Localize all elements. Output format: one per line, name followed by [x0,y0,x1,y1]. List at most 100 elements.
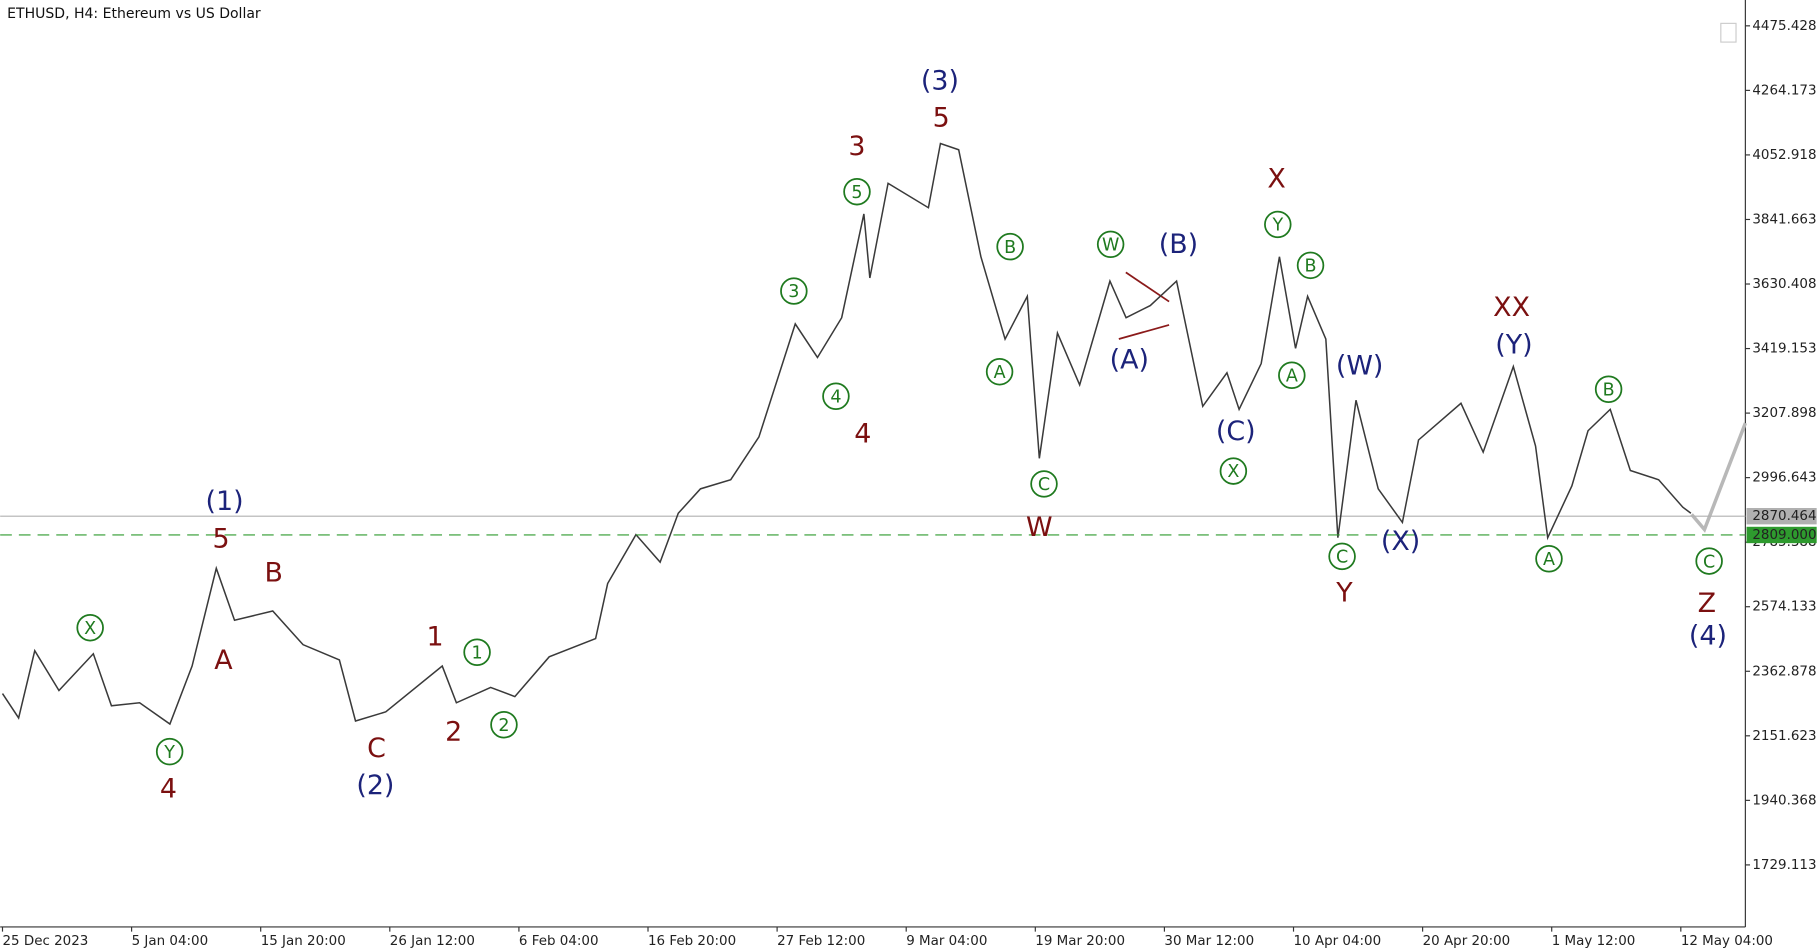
annotation: Y [1271,216,1283,236]
annotation-circle [985,357,1014,386]
annotation: B [1305,257,1317,277]
annotation-circle [780,277,808,305]
annotation-circle [1264,210,1292,239]
annotation: 1 [472,643,483,663]
annotation: (2) [356,770,394,801]
triangle-line [1118,324,1170,340]
annotation-circle [155,737,184,766]
annotation: W [1026,512,1053,543]
annotation: B [1603,380,1615,400]
annotation: 4 [160,774,177,805]
annotation: 2 [498,716,509,736]
annotation-circle [463,638,491,666]
annotation: B [1004,238,1016,258]
annotation: (3) [921,65,959,96]
annotation: X [1227,462,1239,482]
y-tick-label: 3207.898 [1752,406,1816,421]
annotation-circle [1219,457,1248,485]
annotation: (Y) [1495,330,1532,361]
x-tick-label: 27 Feb 12:00 [777,934,865,948]
x-tick-label: 12 May 04:00 [1681,934,1773,948]
annotation: Y [1335,577,1353,608]
x-tick-label: 9 Mar 04:00 [906,934,987,948]
y-tick-label: 4052.918 [1752,148,1816,163]
annotation-circle [76,613,104,642]
annotation: (B) [1159,229,1198,260]
annotation-circle [1278,361,1306,389]
x-tick-label: 26 Jan 12:00 [390,934,475,948]
annotation: C [367,733,386,764]
annotation-circle [1535,545,1563,573]
annotation: (W) [1336,351,1384,382]
annotation: C [1336,548,1348,568]
y-tick-label: 3841.663 [1752,212,1816,227]
annotation: (1) [206,486,244,517]
annotation: C [1038,475,1050,495]
annotation: (4) [1689,621,1727,652]
annotation: 4 [830,387,841,407]
y-tick-label: 1940.368 [1752,793,1816,808]
y-tick-label: 2151.623 [1752,729,1816,744]
annotation: A [1543,550,1555,570]
x-tick-label: 10 Apr 04:00 [1294,934,1382,948]
x-tick-label: 30 Mar 12:00 [1164,934,1254,948]
annotation: 2 [445,716,462,747]
annotation: (A) [1110,345,1149,376]
annotation-circle [1594,375,1623,403]
annotation: A [994,363,1006,383]
annotation: X [1267,164,1285,195]
annotation: B [264,557,282,588]
annotation: A [1286,366,1298,386]
y-tick-label: 3630.408 [1752,277,1816,292]
annotation-circle [1296,251,1325,280]
annotation: XX [1493,292,1530,323]
annotation: 5 [213,524,230,555]
annotation: 1 [426,622,443,653]
x-tick-label: 25 Dec 2023 [2,934,88,948]
x-tick-label: 6 Feb 04:00 [519,934,599,948]
y-tick-label: 4475.428 [1752,19,1816,34]
annotation: 5 [851,183,862,203]
y-tick-label: 4264.173 [1752,83,1816,98]
annotation-circle [996,232,1024,261]
price-line-box [1746,508,1817,525]
annotation-circle [490,711,518,739]
annotation: 4 [854,418,871,449]
annotation: 3 [848,131,865,162]
annotation: X [84,619,96,639]
annotation-circle [1328,542,1356,571]
annotation: W [1102,235,1119,255]
y-tick-label: 2362.878 [1752,664,1816,679]
annotation: Z [1698,588,1716,619]
level-line-box [1746,526,1817,544]
annotation-circle [822,382,850,411]
annotation: 3 [788,282,799,302]
annotation: Y [163,743,175,763]
annotation: (X) [1381,526,1420,557]
annotation: C [1703,552,1715,572]
icon [1720,22,1737,43]
x-tick-label: 16 Feb 20:00 [648,934,736,948]
projection [1690,422,1748,533]
x-tick-label: 20 Apr 20:00 [1423,934,1511,948]
annotation-circle [1695,547,1723,575]
annotation: (C) [1216,416,1256,447]
x-tick-label: 1 May 12:00 [1552,934,1636,948]
x-tick-label: 15 Jan 20:00 [261,934,346,948]
annotation-circle [843,177,871,206]
x-tick-label: 19 Mar 20:00 [1035,934,1125,948]
annotation: 5 [933,103,950,134]
y-tick-label: 1729.113 [1752,858,1816,873]
y-tick-label: 2996.643 [1752,471,1816,486]
annotation-circle [1096,230,1125,259]
chart-title: ETHUSD, H4: Ethereum vs US Dollar [7,6,261,22]
price-line-label: 2870.464 [1752,509,1816,524]
triangle-line [1125,271,1170,303]
y-tick-label: 3419.153 [1752,342,1816,357]
level-line-label: 2809.000 [1752,528,1816,543]
annotation-circle [1030,470,1058,498]
x-tick-label: 5 Jan 04:00 [132,934,209,948]
